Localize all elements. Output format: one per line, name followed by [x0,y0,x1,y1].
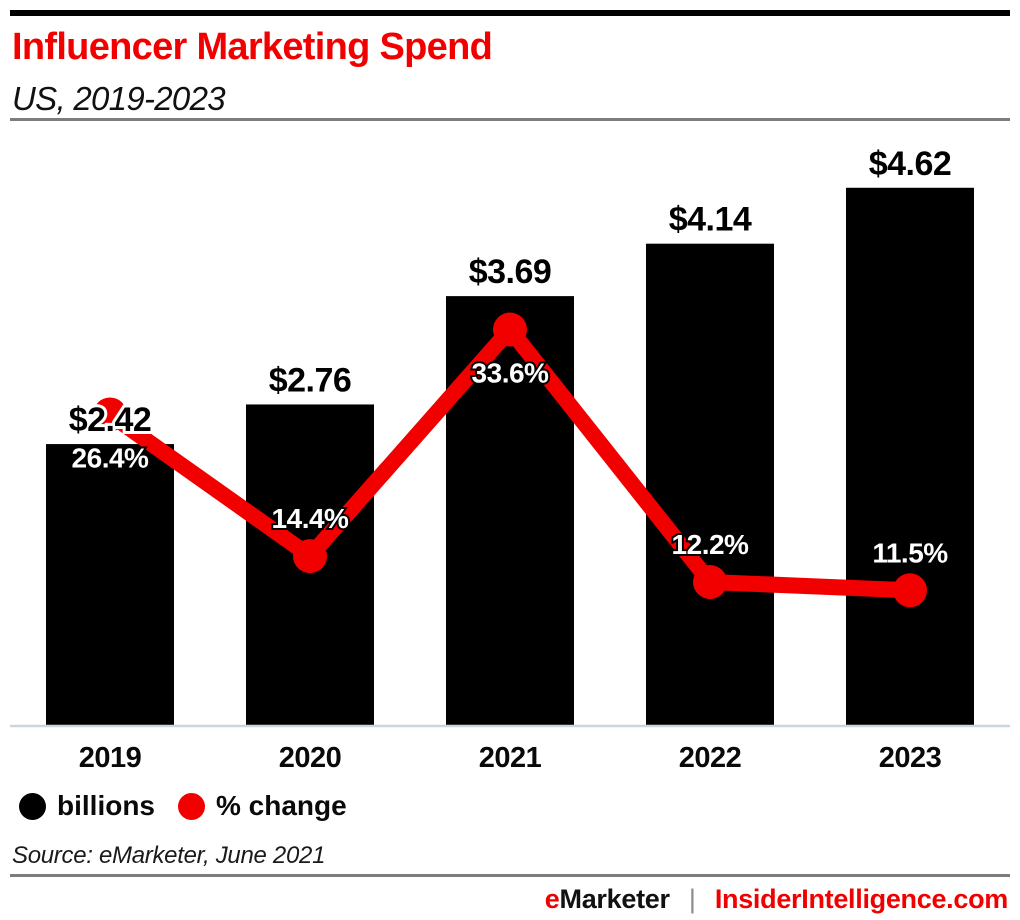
footer-site-url: InsiderIntelligence.com [714,884,1008,914]
pct-change-swatch-icon [178,792,205,820]
legend-label-pct-change: % change [216,790,347,821]
trend-line-group [93,312,927,608]
bar-2022 [646,243,774,726]
bar-value-label-2023: $4.62 [869,145,952,183]
trend-point-2023 [893,573,927,608]
pct-value-label-2019: 26.4% [72,442,149,473]
legend: billions % change [19,790,347,822]
x-tick-label-2023: 2023 [879,742,942,774]
footer-divider [10,874,1010,877]
pct-value-label-2023: 11.5% [872,537,948,568]
bar-value-label-2021: $3.69 [469,253,552,291]
pct-value-label-2020: 14.4% [272,503,349,534]
x-tick-label-2019: 2019 [79,742,142,774]
pct-value-label-2022: 12.2% [672,529,749,560]
x-tick-label-2022: 2022 [679,742,742,774]
data-labels-group: $2.42 $2.76 $3.69 $4.14 $4.62 26.4% 14.4% 33.6%… [66,142,955,571]
brand-emarketer: eMarketer [545,884,670,914]
trend-point-2019 [93,397,127,432]
footer-separator: | [688,884,696,914]
x-axis-tick-labels-group: 2019 2020 2021 2022 2023 [79,742,942,774]
trend-point-2021 [493,312,527,347]
bar-value-label-2019: $2.42 [69,401,152,439]
footer-branding: eMarketer | InsiderIntelligence.com [545,884,1009,915]
brand-accent-e: e [544,884,560,914]
bar-2023 [846,187,974,726]
source-note: Source: eMarketer, June 2021 [12,842,326,869]
combo-chart-plot: $2.42 $2.76 $3.69 $4.14 $4.62 26.4% 14.4% 33.6%… [10,142,1010,774]
billions-swatch-icon [19,792,46,820]
legend-item-pct-change: % change [178,790,347,822]
brand-rest: Marketer [559,884,670,914]
pct-value-label-2021: 33.6% [472,358,549,389]
bar-2019 [46,444,174,726]
trend-point-2020 [293,539,327,574]
bar-value-label-2022: $4.14 [669,201,752,239]
bar-value-label-2020: $2.76 [269,361,352,399]
legend-item-billions: billions [19,790,155,822]
top-accent-bar [10,10,1010,16]
x-tick-label-2020: 2020 [279,742,342,774]
chart-subtitle: US, 2019-2023 [12,80,226,117]
header-divider [10,118,1010,121]
trend-point-2022 [693,565,727,600]
legend-label-billions: billions [57,790,155,821]
x-tick-label-2021: 2021 [479,742,542,774]
chart-title: Influencer Marketing Spend [12,26,493,68]
